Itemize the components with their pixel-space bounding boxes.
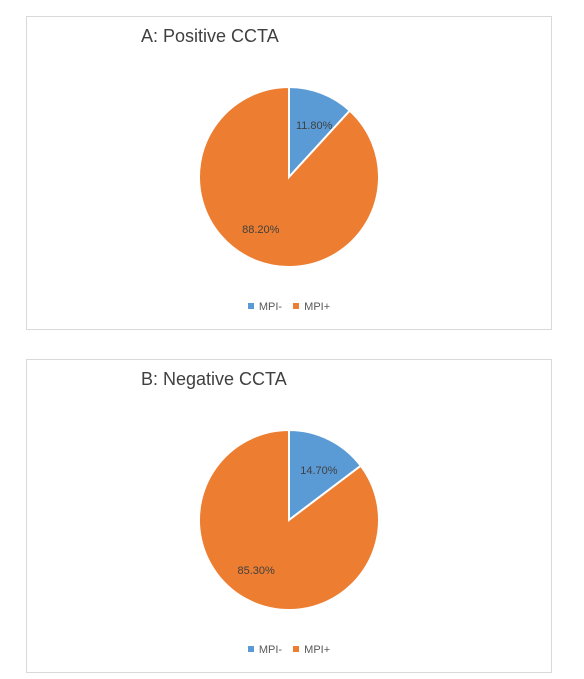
legend-item-mpi-positive: MPI+ <box>293 301 330 313</box>
chart-title: A: Positive CCTA <box>141 26 279 46</box>
pie-chart: 14.70% 85.30% <box>198 428 380 611</box>
chart-title: B: Negative CCTA <box>141 369 287 389</box>
legend-item-mpi-negative: MPI- <box>247 301 283 313</box>
legend-item-mpi-negative: MPI- <box>247 644 283 656</box>
pie-slice-mpi-positive <box>198 428 380 611</box>
pie-slice-mpi-negative <box>288 428 363 523</box>
data-label: 14.70% <box>300 465 338 477</box>
legend-label: MPI+ <box>304 644 331 656</box>
pie-chart: 11.80% 88.20% <box>198 85 380 268</box>
legend-swatch <box>247 303 254 309</box>
chart-panel-positive-ccta: A: Positive CCTA 11.80% 88.20% MPI- MPI+ <box>26 16 552 330</box>
legend-swatch <box>247 646 254 652</box>
data-label: 88.20% <box>242 224 280 236</box>
legend-label: MPI- <box>258 301 283 313</box>
pie-slice-mpi-positive <box>198 85 380 268</box>
legend-label: MPI- <box>258 644 283 656</box>
data-label: 85.30% <box>237 565 275 577</box>
legend-swatch <box>293 646 300 652</box>
pie-slice-mpi-negative <box>288 85 352 180</box>
legend-swatch <box>293 303 300 309</box>
chart-panel-negative-ccta: B: Negative CCTA 14.70% 85.30% MPI- MPI+ <box>26 359 552 673</box>
legend-item-mpi-positive: MPI+ <box>293 644 330 656</box>
legend: MPI- MPI+ <box>27 301 551 313</box>
legend: MPI- MPI+ <box>27 644 551 656</box>
legend-label: MPI+ <box>304 301 331 313</box>
data-label: 11.80% <box>296 120 333 132</box>
